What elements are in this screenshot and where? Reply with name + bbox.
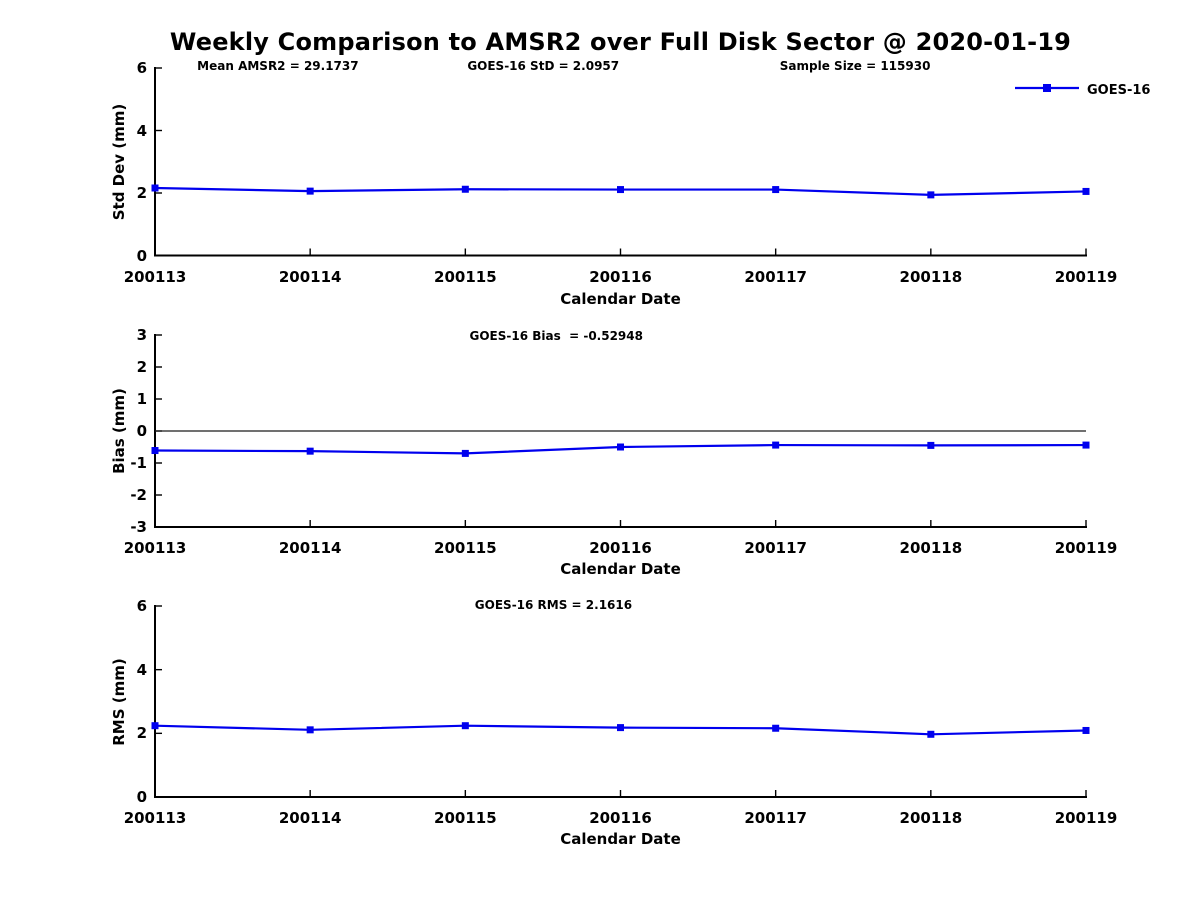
x-tick-label: 200113 (123, 809, 187, 827)
y-tick-label: 2 (136, 724, 147, 743)
data-point-marker (306, 447, 314, 455)
x-tick-label: 200117 (744, 267, 807, 286)
y-tick-label: 1 (136, 390, 147, 408)
data-point-marker (151, 184, 159, 192)
y-tick-label: 2 (136, 358, 147, 376)
x-tick-label: 200117 (744, 539, 807, 557)
stat-annotation: Mean AMSR2 = 29.1737 (197, 59, 359, 73)
data-point-marker (617, 443, 624, 451)
x-tick-label: 200117 (744, 809, 807, 827)
x-tick-label: 200118 (899, 809, 963, 827)
chart-title: Weekly Comparison to AMSR2 over Full Dis… (169, 28, 1072, 56)
y-tick-label: 0 (136, 788, 147, 806)
y-tick-label: 4 (136, 660, 147, 679)
x-tick-label: 200118 (899, 539, 963, 557)
data-point-marker (927, 191, 935, 199)
x-tick-label: 200119 (1054, 809, 1118, 827)
x-axis-label-calendar-date: Calendar Date (560, 830, 681, 848)
y-tick-label: -3 (130, 518, 147, 536)
x-tick-label: 200114 (278, 539, 342, 557)
stat-annotation: GOES-16 Bias = -0.52948 (469, 329, 643, 343)
data-point-marker (617, 724, 624, 732)
data-point-marker (461, 449, 469, 457)
x-axis-label-calendar-date: Calendar Date (560, 290, 681, 308)
y-tick-label: 6 (136, 597, 147, 615)
y-tick-label: 2 (136, 184, 147, 202)
data-point-marker (151, 722, 159, 730)
data-point-marker (617, 186, 624, 194)
data-point-marker (772, 724, 780, 732)
data-point-marker (927, 730, 935, 738)
stat-annotation: Sample Size = 115930 (779, 59, 931, 73)
x-tick-label: 200113 (123, 539, 187, 557)
x-tick-label: 200115 (434, 809, 497, 827)
data-point-marker (461, 185, 469, 193)
data-point-marker (306, 726, 314, 734)
legend-line-marker-icon (1015, 80, 1079, 100)
y-tick-label: 6 (136, 59, 147, 77)
legend-swatch-svg (1015, 84, 1079, 92)
x-tick-label: 200116 (589, 809, 652, 827)
data-point-marker (927, 441, 935, 449)
data-point-marker (1082, 726, 1090, 734)
y-tick-label: 4 (136, 121, 147, 140)
data-point-marker (151, 447, 159, 455)
x-tick-label: 200114 (278, 809, 342, 827)
data-point-marker (772, 441, 780, 449)
x-tick-label: 200115 (434, 539, 497, 557)
data-point-marker (306, 187, 314, 195)
data-point-marker (772, 186, 780, 194)
x-tick-label: 200114 (278, 267, 342, 286)
stat-annotation: GOES-16 StD = 2.0957 (467, 59, 620, 73)
legend-label: GOES-16 (1087, 82, 1151, 98)
data-point-marker (1082, 441, 1090, 449)
legend: GOES-16 (1015, 80, 1150, 100)
stat-annotation: GOES-16 RMS = 2.1616 (474, 598, 633, 612)
y-tick-label: -1 (130, 454, 147, 472)
data-point-marker (1082, 187, 1090, 195)
x-tick-label: 200115 (434, 267, 497, 286)
data-point-marker (461, 722, 469, 730)
x-tick-label: 200119 (1054, 539, 1118, 557)
x-tick-label: 200119 (1054, 267, 1118, 286)
y-tick-label: -2 (130, 486, 147, 504)
y-tick-label: 0 (136, 422, 147, 440)
x-tick-label: 200118 (899, 267, 963, 286)
x-tick-label: 200113 (123, 267, 187, 286)
y-tick-label: 3 (136, 326, 147, 344)
x-axis-label-calendar-date: Calendar Date (560, 560, 681, 578)
x-tick-label: 200116 (589, 267, 652, 286)
x-tick-label: 200116 (589, 539, 652, 557)
y-tick-label: 0 (136, 246, 147, 265)
